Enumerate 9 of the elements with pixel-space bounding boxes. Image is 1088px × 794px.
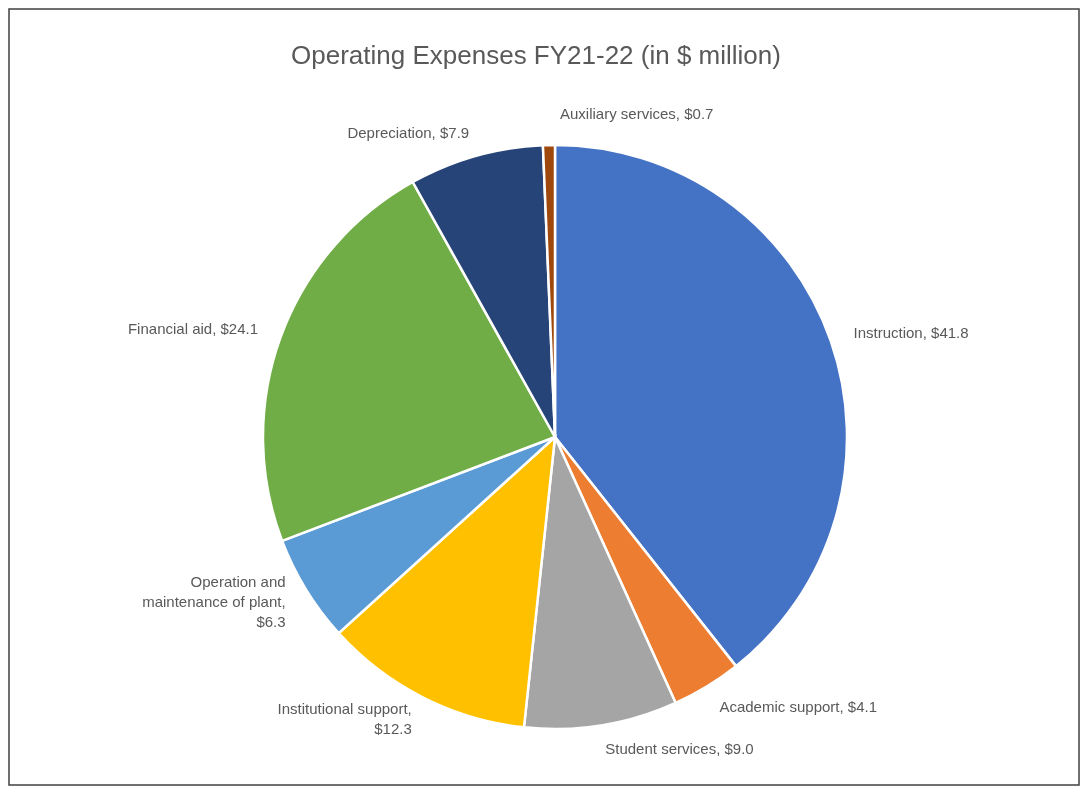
- slice-label: Institutional support, $12.3: [277, 699, 412, 737]
- slice-label: Financial aid, $24.1: [127, 319, 259, 337]
- slice-label: Instruction, $41.8: [853, 324, 969, 342]
- slice-label: Auxiliary services, $0.7: [560, 105, 714, 122]
- slice-label: Depreciation, $7.9: [347, 123, 470, 141]
- slice-label: Student services, $9.0: [605, 739, 754, 757]
- slice-label: Operation and maintenance of plant, $6.3: [142, 573, 286, 631]
- chart-title: Operating Expenses FY21-22 (in $ million): [291, 40, 781, 70]
- slice-label: Academic support, $4.1: [719, 697, 878, 715]
